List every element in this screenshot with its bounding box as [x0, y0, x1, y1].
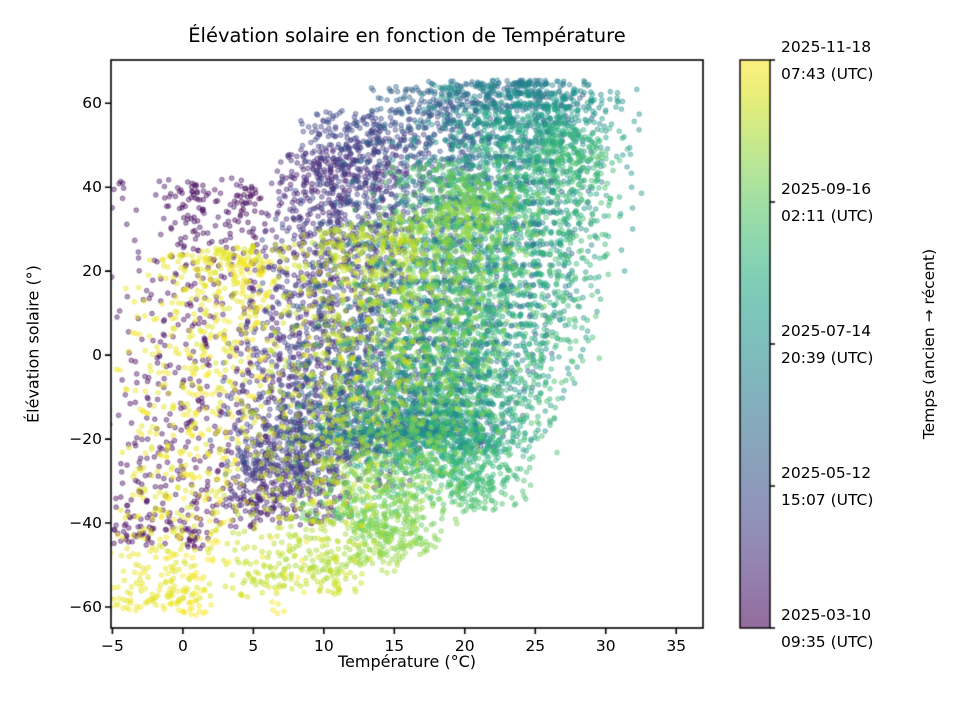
- colorbar-tick-label-line: 2025-05-12: [781, 464, 872, 482]
- x-axis-label: Température (°C): [337, 652, 477, 671]
- x-tick-label: 30: [595, 637, 616, 655]
- colorbar-tick-label-line: 2025-07-14: [781, 322, 872, 340]
- y-tick-label: 0: [92, 346, 102, 365]
- x-tick-label: 20: [454, 637, 475, 655]
- colorbar-tick-label-line: 09:35 (UTC): [781, 633, 874, 651]
- y-tick-label: 40: [82, 178, 102, 197]
- chart-title: Élévation solaire en fonction de Tempéra…: [188, 24, 626, 47]
- colorbar-tick-label-line: 2025-03-10: [781, 606, 872, 624]
- colorbar-tick-label: 2025-11-18 07:43 (UTC): [781, 34, 951, 88]
- colorbar-tick-label-line: 20:39 (UTC): [781, 349, 874, 367]
- colorbar-tick-label: 2025-05-12 15:07 (UTC): [781, 460, 951, 514]
- colorbar-tick-label: 2025-03-10 09:35 (UTC): [781, 602, 951, 656]
- x-tick-label: 25: [525, 637, 546, 655]
- x-tick-label: 0: [177, 637, 188, 655]
- y-axis-label: Élévation solaire (°): [23, 265, 43, 423]
- colorbar-tick-label-line: 07:43 (UTC): [781, 65, 874, 83]
- y-tick-label: 20: [82, 262, 102, 281]
- colorbar-tick-label-line: 2025-09-16: [781, 180, 872, 198]
- x-tick-label: 5: [248, 637, 259, 655]
- x-tick-label: 35: [666, 637, 687, 655]
- colorbar-tick-label-line: 02:11 (UTC): [781, 207, 874, 225]
- y-tick-label: −40: [69, 514, 102, 533]
- x-tick-label: 15: [384, 637, 405, 655]
- colorbar-tick-label-line: 15:07 (UTC): [781, 491, 874, 509]
- y-tick-label: 60: [82, 94, 102, 113]
- x-tick-label: −5: [100, 637, 124, 655]
- y-tick-label: −20: [69, 430, 102, 449]
- colorbar-tick-label-line: 2025-11-18: [781, 38, 872, 56]
- colorbar-tick-label: 2025-09-16 02:11 (UTC): [781, 176, 951, 230]
- x-tick-label: 10: [313, 637, 334, 655]
- y-tick-label: −60: [69, 598, 102, 616]
- colorbar-tick-label: 2025-07-14 20:39 (UTC): [781, 318, 951, 372]
